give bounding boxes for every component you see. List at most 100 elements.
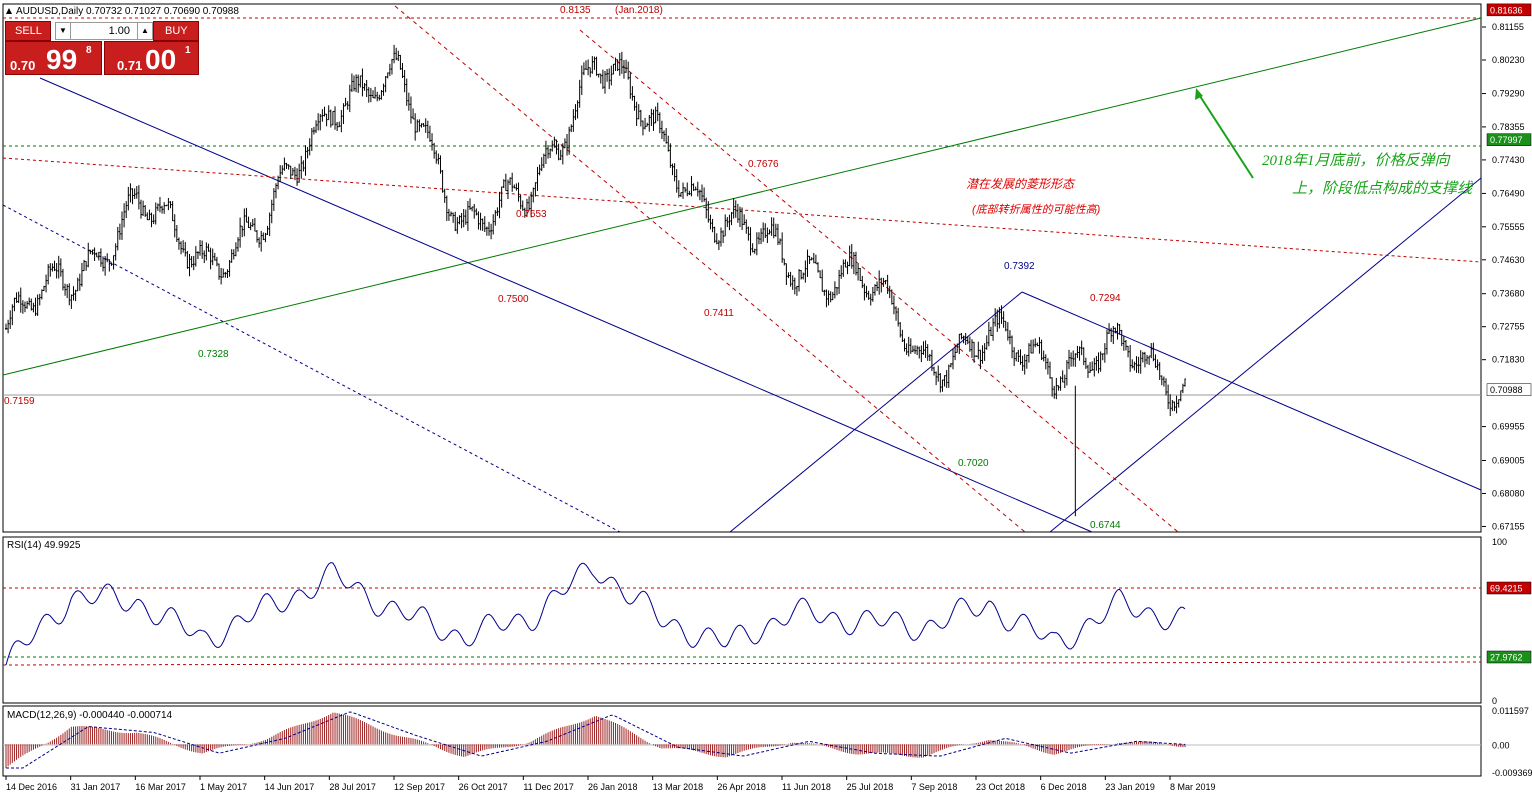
buy-button[interactable]: BUY [153, 21, 199, 41]
rsi-pane-frame [2, 536, 1482, 704]
sell-label: SELL [15, 25, 42, 37]
blue-diamond-bottom[interactable] [1049, 177, 1482, 533]
sell-price-small: 0.70 [10, 58, 36, 73]
date-tick-label: 23 Jan 2019 [1105, 782, 1155, 792]
price-tick-label: 0.67155 [1492, 521, 1525, 531]
green-arrow-head [1195, 88, 1203, 100]
price-marker-green-box [1486, 133, 1532, 146]
date-tick-label: 26 Jan 2018 [588, 782, 638, 792]
rsi-tick-label: 100 [1492, 537, 1507, 547]
rsi-axis: 100 0 69.4215 27.9762 [1486, 537, 1532, 706]
macd-tick-label: -0.009369 [1492, 768, 1532, 778]
label-0.7294: 0.7294 [1090, 293, 1121, 304]
blue-diamond-top[interactable] [1021, 291, 1482, 491]
rsi-marker-high-box [1486, 581, 1532, 595]
note-green-line-2: 上，阶段低点构成的支撑线 [1292, 180, 1474, 197]
date-tick-label: 6 Dec 2018 [1041, 782, 1087, 792]
price-tick-label: 0.72755 [1492, 322, 1525, 332]
price-tick-label: 0.68080 [1492, 488, 1525, 498]
buy-price-sup: 1 [185, 45, 191, 56]
price-marker-current-box [1486, 383, 1532, 396]
price-tick-label: 0.69955 [1492, 422, 1525, 432]
date-tick-label: 26 Apr 2018 [717, 782, 766, 792]
lot-decrease-icon[interactable]: ▼ [56, 23, 71, 39]
rsi-level-low-2 [2, 661, 1482, 666]
lot-value[interactable]: 1.00 [108, 25, 130, 37]
price-marker-top-box [1486, 3, 1532, 17]
note-red-line-2: (底部转折属性的可能性高) [972, 203, 1101, 216]
date-tick-label: 13 Mar 2018 [653, 782, 704, 792]
price-axis: 0.81155 0.80230 0.79290 0.78355 0.77430 0.764… [1482, 3, 1532, 531]
macd-signal-line [6, 711, 1186, 769]
green-arrow-shaft[interactable] [1197, 92, 1254, 179]
label-0.7392: 0.7392 [1004, 261, 1035, 272]
date-tick-label: 11 Dec 2017 [523, 782, 573, 792]
price-marker-current: 0.70988 [1490, 385, 1523, 395]
label-jan-2018: (Jan.2018) [615, 5, 663, 16]
price-candles [5, 44, 1186, 517]
price-tick-label: 0.71830 [1492, 355, 1525, 365]
price-tick-label: 0.78355 [1492, 122, 1525, 132]
label-0.6744: 0.6744 [1090, 520, 1121, 531]
date-tick-label: 11 Jun 2018 [782, 782, 831, 792]
blue-channel-line-lower[interactable] [2, 204, 621, 533]
price-tick-label: 0.73680 [1492, 289, 1525, 299]
red-dashed-channel-2[interactable] [579, 29, 1179, 533]
green-support-line[interactable] [2, 17, 1482, 376]
sell-price-sup: 8 [86, 45, 92, 56]
buy-price-big: 00 [145, 44, 177, 75]
price-tick-label: 0.77430 [1492, 155, 1525, 165]
label-0.7653: 0.7653 [516, 209, 547, 220]
sell-price-button[interactable]: 0.70 99 8 [5, 41, 102, 75]
price-tick-label: 0.76490 [1492, 188, 1525, 198]
collapse-triangle-icon[interactable] [6, 8, 12, 14]
buy-price-button[interactable]: 0.71 00 1 [104, 41, 199, 75]
price-marker-top: 0.81636 [1490, 5, 1523, 15]
rsi-marker-high: 69.4215 [1490, 584, 1523, 594]
date-tick-label: 25 Jul 2018 [847, 782, 894, 792]
note-red-line-1: 潜在发展的菱形形态 [966, 177, 1076, 191]
trend-lines[interactable] [2, 5, 1482, 746]
note-green-line-1: 2018年1月底前，价格反弹向 [1262, 152, 1452, 169]
macd-axis: 0.011597 0.00 -0.009369 [1492, 706, 1532, 778]
date-tick-label: 31 Jan 2017 [71, 782, 121, 792]
date-tick-label: 7 Sep 2018 [911, 782, 957, 792]
buy-price-small: 0.71 [117, 58, 143, 73]
date-tick-label: 16 Mar 2017 [135, 782, 186, 792]
rsi-polyline [5, 562, 1186, 666]
label-0.7500: 0.7500 [498, 294, 529, 305]
label-0.7676: 0.7676 [748, 159, 779, 170]
lot-increase-icon[interactable]: ▲ [137, 23, 152, 39]
macd-histogram [5, 711, 1186, 769]
one-click-trading-panel: SELL ▼ 1.00 ▲ BUY 0.70 99 8 0.71 00 1 [5, 21, 199, 75]
price-pane-frame [2, 3, 1482, 533]
label-0.7020: 0.7020 [958, 458, 989, 469]
date-tick-label: 8 Mar 2019 [1170, 782, 1216, 792]
lot-size-field[interactable]: ▼ 1.00 ▲ [55, 22, 153, 40]
rsi-label: RSI(14) 49.9925 [7, 540, 81, 551]
date-tick-label: 28 Jul 2017 [329, 782, 376, 792]
red-dashed-channel-1[interactable] [394, 5, 1026, 533]
rsi-tick-label: 0 [1492, 696, 1497, 706]
rsi-line [5, 562, 1186, 666]
label-0.7411: 0.7411 [704, 308, 734, 319]
price-tick-label: 0.80230 [1492, 55, 1525, 65]
sell-price-big: 99 [46, 44, 78, 75]
sell-button[interactable]: SELL [5, 21, 51, 41]
symbol-label: AUDUSD,Daily 0.70732 0.71027 0.70690 0.7… [16, 6, 239, 17]
rsi-marker-low: 27.9762 [1490, 653, 1523, 663]
date-tick-label: 23 Oct 2018 [976, 782, 1025, 792]
date-axis: 14 Dec 2016 31 Jan 2017 16 Mar 2017 1 May 2… [5, 776, 1216, 792]
date-tick-label: 1 May 2017 [200, 782, 247, 792]
blue-channel-line-upper[interactable] [39, 77, 1093, 533]
macd-tick-label: 0.00 [1492, 740, 1510, 750]
label-0.8135: 0.8135 [560, 5, 591, 16]
price-tick-label: 0.74630 [1492, 255, 1525, 265]
macd-label: MACD(12,26,9) -0.000440 -0.000714 [7, 710, 173, 721]
price-tick-label: 0.79290 [1492, 89, 1525, 99]
blue-diamond-left[interactable] [729, 291, 1023, 533]
date-tick-label: 14 Dec 2016 [6, 782, 57, 792]
date-tick-label: 12 Sep 2017 [394, 782, 445, 792]
macd-tick-label: 0.011597 [1492, 706, 1529, 716]
